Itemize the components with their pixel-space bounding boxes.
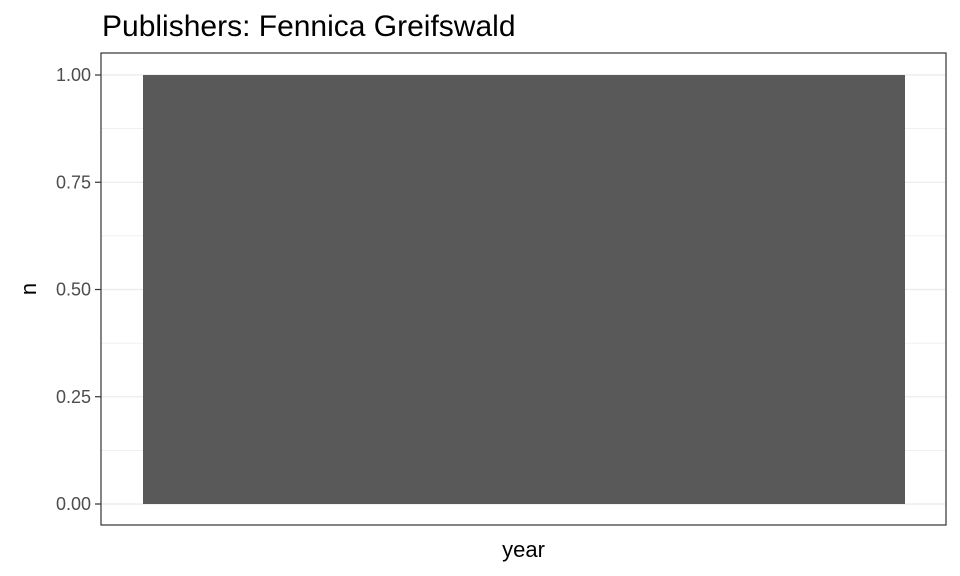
x-axis-title: year — [502, 537, 545, 562]
y-tick-label: 0.75 — [56, 172, 91, 192]
y-tick-label: 0.50 — [56, 280, 91, 300]
y-tick-label: 1.00 — [56, 65, 91, 85]
bars — [143, 75, 905, 504]
y-tick-label: 0.25 — [56, 387, 91, 407]
y-axis: 0.00 0.25 0.50 0.75 1.00 — [56, 65, 101, 514]
bar — [143, 75, 905, 504]
y-axis-title: n — [16, 283, 41, 295]
y-tick-label: 0.00 — [56, 494, 91, 514]
chart-title: Publishers: Fennica Greifswald — [102, 10, 516, 43]
